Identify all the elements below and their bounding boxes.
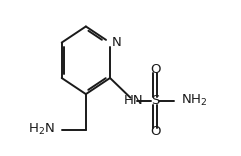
Text: HN: HN (124, 94, 143, 107)
Text: O: O (150, 63, 160, 76)
Text: H$_2$N: H$_2$N (28, 122, 55, 137)
Text: O: O (150, 125, 160, 138)
Text: S: S (151, 94, 159, 107)
Text: NH$_2$: NH$_2$ (181, 93, 207, 108)
Text: N: N (112, 36, 122, 49)
